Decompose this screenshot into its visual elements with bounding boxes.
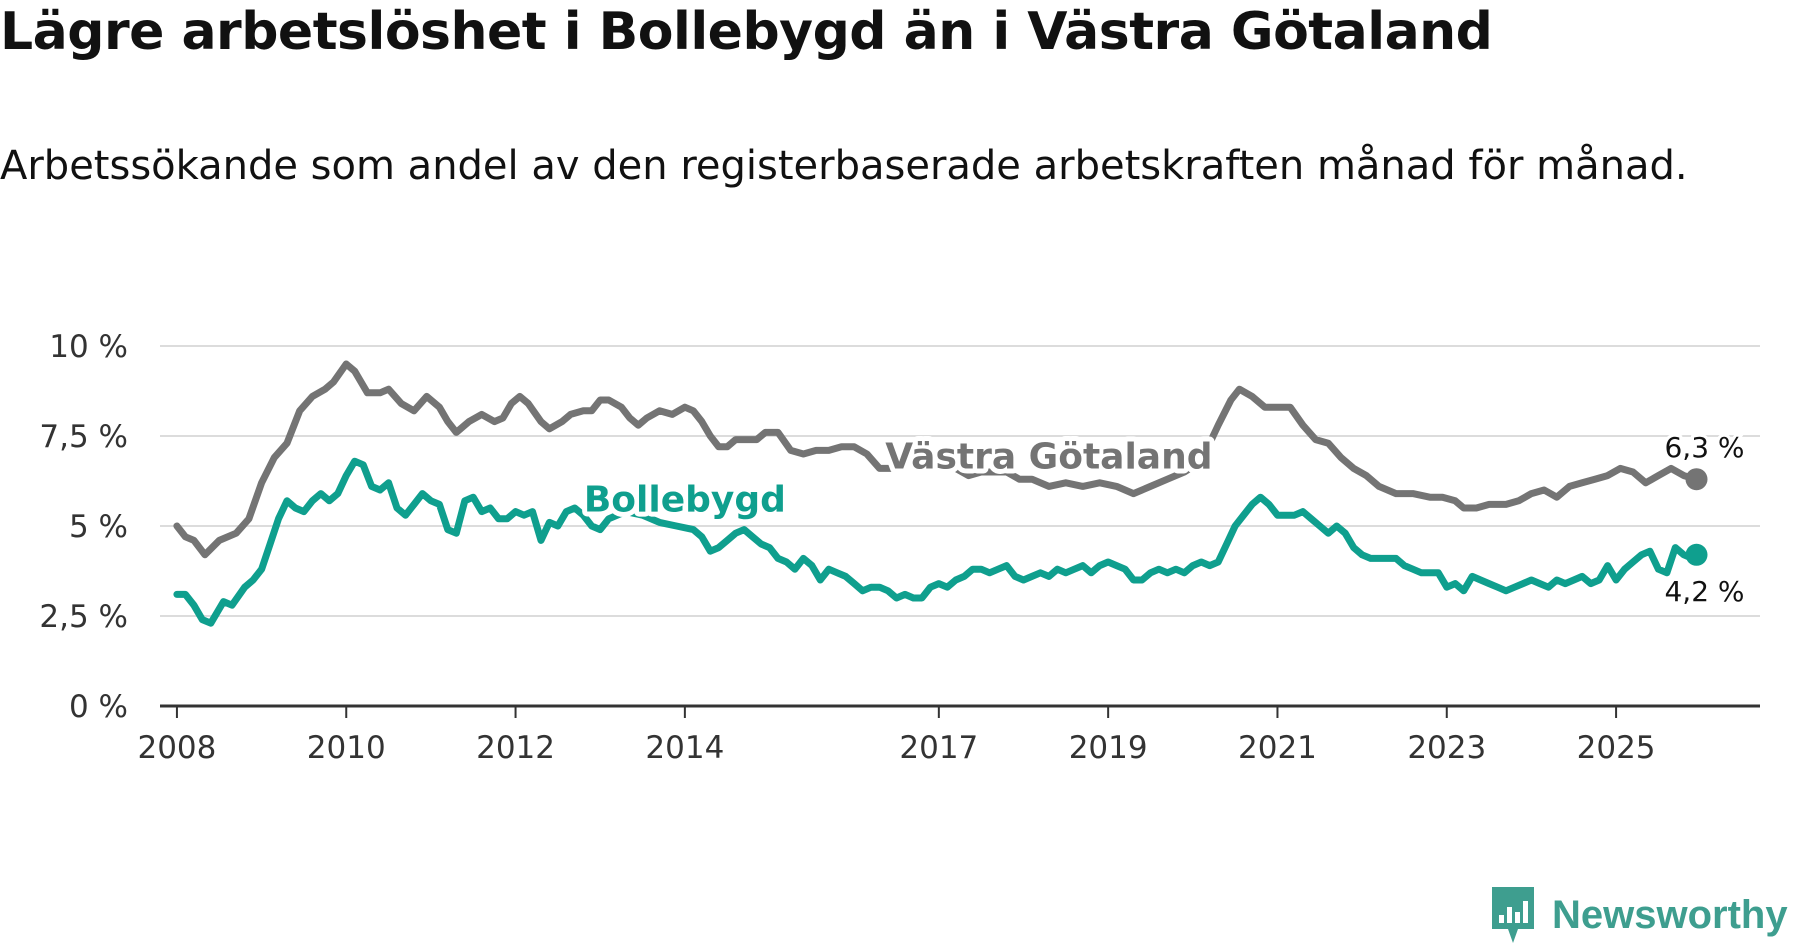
series-endpoint-bollebygd	[1685, 543, 1708, 566]
series-name-label: Västra Götaland	[885, 436, 1212, 477]
x-tick-label: 2017	[899, 730, 978, 766]
x-tick-label: 2012	[476, 730, 555, 766]
y-axis-ticks: 0 % 2,5 % 5 % 7,5 % 10 %	[39, 329, 128, 725]
end-value-label: 6,3 %	[1664, 431, 1744, 464]
grid-lines	[160, 345, 1760, 617]
x-tick-label: 2025	[1577, 730, 1656, 766]
newsworthy-logo-icon	[1492, 887, 1534, 943]
brand-name: Newsworthy	[1552, 892, 1788, 937]
y-tick-label: 5 %	[69, 509, 128, 545]
end-value-label: 4,2 %	[1664, 575, 1744, 608]
series-labels: 6,3 % 4,2 % Västra Götaland Bollebygd	[579, 428, 1748, 611]
chart-title: Lägre arbetslöshet i Bollebygd än i Väst…	[0, 2, 1493, 62]
series-endpoint-vastra-gotaland	[1685, 468, 1708, 491]
series-line-vastra-gotaland	[173, 360, 1700, 559]
series-name-label: Bollebygd	[584, 480, 786, 521]
brand-logo: Newsworthy	[1490, 885, 1788, 945]
y-tick-label: 7,5 %	[39, 419, 128, 455]
series-lines	[173, 360, 1700, 627]
y-tick-label: 2,5 %	[39, 599, 128, 635]
x-tick-label: 2023	[1407, 730, 1486, 766]
x-tick-label: 2014	[645, 730, 724, 766]
y-tick-label: 0 %	[69, 689, 128, 725]
x-axis: 2008 2010 2012 2014 2017 2019 2021 2023 2025	[137, 704, 1760, 766]
series-line-bollebygd	[173, 457, 1700, 627]
x-tick-label: 2021	[1238, 730, 1317, 766]
y-tick-label: 10 %	[49, 329, 128, 365]
x-tick-label: 2019	[1069, 730, 1148, 766]
chart-subtitle: Arbetssökande som andel av den registerb…	[0, 143, 1688, 189]
line-chart: 0 % 2,5 % 5 % 7,5 % 10 % 2008 2010 2012 2014 201…	[39, 329, 1760, 766]
x-tick-label: 2010	[307, 730, 386, 766]
series-endpoints	[1685, 468, 1708, 566]
x-tick-label: 2008	[137, 730, 216, 766]
